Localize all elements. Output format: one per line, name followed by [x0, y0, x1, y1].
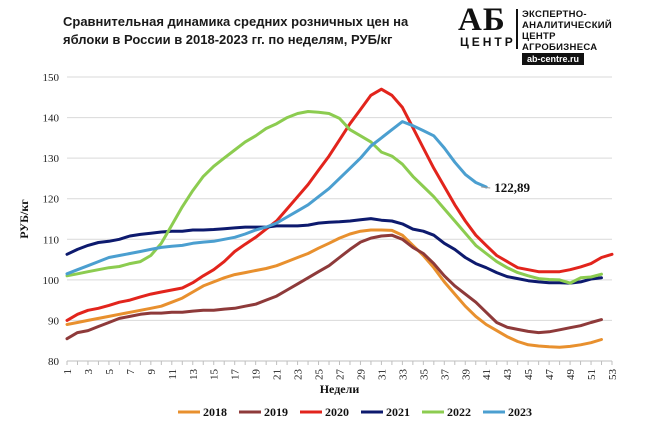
x-tick-label: 45: [523, 369, 535, 381]
x-tick-label: 3: [83, 369, 95, 375]
x-tick-label: 53: [607, 369, 619, 381]
x-tick-label: 23: [293, 369, 305, 381]
x-tick-label: 39: [460, 369, 472, 381]
x-tick-label: 1: [62, 369, 74, 375]
x-tick-label: 33: [397, 369, 409, 381]
series-line-2018: [65, 228, 603, 349]
x-tick-label: 37: [439, 369, 451, 381]
legend-label-2019: 2019: [264, 405, 288, 419]
x-tick-label: 51: [586, 369, 598, 380]
legend-label-2022: 2022: [447, 405, 471, 419]
y-tick-label: 120: [43, 194, 60, 206]
x-tick-label: 47: [544, 369, 556, 381]
annotation-leader: [481, 186, 491, 189]
logo-sub: ЦЕНТР: [460, 35, 516, 49]
y-axis-title: РУБ/кг: [17, 199, 31, 239]
x-tick-label: 31: [376, 369, 388, 380]
x-tick-label: 13: [188, 369, 200, 381]
series-line-2022: [65, 110, 603, 285]
x-tick-label: 9: [146, 369, 158, 375]
legend-label-2018: 2018: [203, 405, 227, 419]
x-tick-label: 43: [502, 369, 514, 381]
x-tick-label: 41: [481, 369, 493, 380]
series-line-2019: [65, 233, 603, 341]
logo-url: ab-centre.ru: [522, 53, 585, 65]
x-tick-label: 49: [565, 369, 577, 381]
chart-title: Сравнительная динамика средних розничных…: [63, 14, 409, 47]
y-tick-label: 110: [43, 234, 60, 246]
logo-divider: [516, 9, 518, 49]
x-tick-label: 29: [355, 369, 367, 381]
y-tick-label: 150: [43, 72, 60, 84]
logo-mark: АБ: [458, 2, 506, 38]
y-tick-label: 100: [43, 275, 60, 287]
x-tick-label: 25: [314, 369, 326, 381]
x-tick-label: 17: [230, 369, 242, 381]
series-line-2021: [65, 217, 603, 285]
legend-label-2020: 2020: [325, 405, 349, 419]
x-tick-label: 11: [167, 369, 179, 380]
logo: АБ ЦЕНТР ЭКСПЕРТНО- АНАЛИТИЧЕСКИЙ ЦЕНТР АГР…: [458, 2, 658, 65]
x-tick-label: 15: [209, 369, 221, 381]
legend-label-2021: 2021: [386, 405, 410, 419]
legend-label-2023: 2023: [508, 405, 532, 419]
y-tick-label: 80: [48, 356, 60, 368]
logo-text: ЭКСПЕРТНО- АНАЛИТИЧЕСКИЙ ЦЕНТР АГРОБИЗНЕСА: [522, 9, 613, 53]
y-tick-label: 140: [43, 113, 60, 125]
x-tick-label: 35: [418, 369, 430, 381]
annotation-label: 122,89: [494, 180, 530, 195]
x-tick-label: 5: [104, 369, 116, 375]
y-tick-label: 130: [43, 153, 60, 165]
series-line-2020: [65, 87, 614, 322]
x-tick-label: 27: [335, 369, 347, 381]
y-tick-label: 90: [48, 315, 60, 327]
x-axis-title: Недели: [320, 382, 360, 396]
x-tick-label: 21: [272, 369, 284, 380]
series-line-2023: [65, 120, 488, 276]
x-tick-label: 19: [251, 369, 263, 381]
x-tick-label: 7: [125, 369, 137, 375]
